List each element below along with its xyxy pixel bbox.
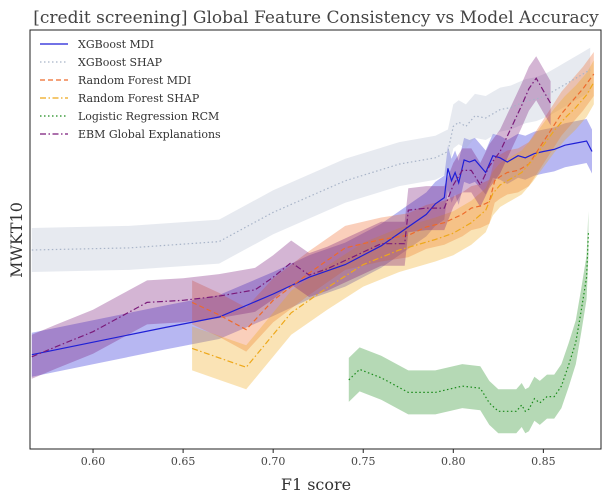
legend-label-random-forest-mdi: Random Forest MDI <box>78 74 191 87</box>
legend-label-ebm-global-explanations: EBM Global Explanations <box>78 128 221 141</box>
series-line-logistic-regression-rcm <box>348 233 589 413</box>
series-line-xgboost-shap <box>31 69 591 251</box>
band-ebm-global-explanations <box>31 56 551 379</box>
legend-label-xgboost-shap: XGBoost SHAP <box>78 56 163 69</box>
x-tick-label: 0.80 <box>441 455 466 468</box>
band-logistic-regression-rcm <box>348 211 589 434</box>
series-line-random-forest-shap <box>191 82 595 369</box>
x-tick-label: 0.85 <box>531 455 556 468</box>
x-tick-label: 0.75 <box>351 455 376 468</box>
x-tick-label: 0.65 <box>171 455 196 468</box>
legend-label-random-forest-shap: Random Forest SHAP <box>78 92 200 105</box>
chart-title: [credit screening] Global Feature Consis… <box>33 8 599 28</box>
x-tick-label: 0.70 <box>261 455 286 468</box>
legend-label-xgboost-mdi: XGBoost MDI <box>78 38 154 51</box>
series-lines <box>31 69 595 413</box>
confidence-bands <box>31 47 594 434</box>
plot-frame <box>29 29 602 450</box>
x-axis-ticks: 0.60 0.65 0.70 0.75 0.80 0.85 <box>81 449 556 468</box>
band-random-forest-mdi <box>192 52 594 352</box>
x-axis-label: F1 score <box>281 475 351 493</box>
plot-area <box>31 47 595 434</box>
band-xgboost-shap <box>31 47 591 272</box>
y-axis-label: MWKT10 <box>7 202 26 278</box>
series-line-ebm-global-explanations <box>31 77 552 358</box>
legend: XGBoost MDI XGBoost SHAP Random Forest MDI… <box>40 38 221 141</box>
band-xgboost-mdi <box>31 119 593 377</box>
legend-label-logistic-regression-rcm: Logistic Regression RCM <box>78 110 219 123</box>
band-random-forest-shap <box>192 60 594 390</box>
x-tick-label: 0.60 <box>81 455 106 468</box>
series-line-random-forest-mdi <box>191 73 595 331</box>
